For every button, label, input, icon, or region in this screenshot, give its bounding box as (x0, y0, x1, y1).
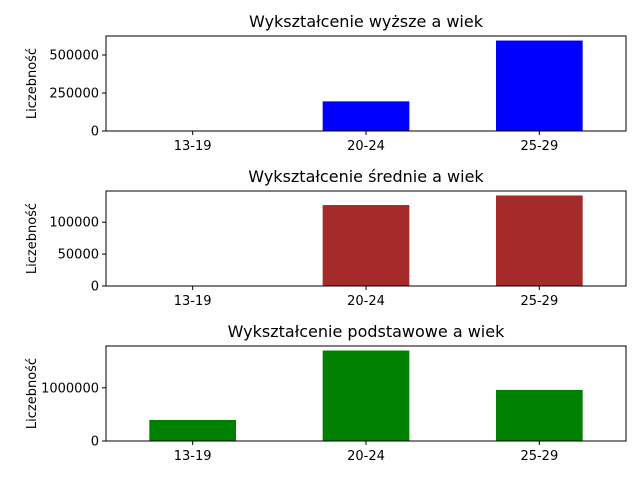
y-axis-label: Liczebność (25, 48, 40, 119)
x-tick-label: 13-19 (174, 449, 212, 464)
bar-20-24 (322, 205, 410, 286)
chart-title: Wykształcenie wyższe a wiek (249, 12, 484, 31)
y-tick-label: 0 (91, 280, 99, 295)
x-tick-label: 13-19 (174, 139, 212, 154)
subplot-3: Wykształcenie podstawowe a wiek Liczebnoś… (25, 322, 627, 464)
x-tick-label: 25-29 (520, 294, 558, 309)
x-tick-label: 20-24 (347, 449, 385, 464)
y-tick-label: 250000 (49, 87, 99, 102)
chart-title: Wykształcenie podstawowe a wiek (228, 322, 505, 341)
subplot-1: Wykształcenie wyższe a wiek Liczebność 0 25… (25, 12, 627, 154)
x-tick-label: 20-24 (347, 139, 385, 154)
bar-20-24 (322, 101, 410, 131)
y-tick-label: 500000 (49, 49, 99, 64)
bar-25-29 (496, 195, 583, 286)
x-tick-label: 25-29 (520, 139, 558, 154)
x-tick-label: 20-24 (347, 294, 385, 309)
y-tick-label: 50000 (58, 248, 99, 263)
y-axis-label: Liczebność (25, 203, 40, 274)
x-tick-label: 13-19 (174, 294, 212, 309)
subplot-2: Wykształcenie średnie a wiek Liczebność 0 5… (25, 167, 627, 309)
chart-title: Wykształcenie średnie a wiek (248, 167, 484, 186)
bar-25-29 (496, 389, 583, 441)
y-tick-label: 1000000 (41, 381, 99, 396)
y-tick-label: 0 (91, 435, 99, 450)
y-tick-label: 100000 (49, 216, 99, 231)
y-tick-label: 0 (91, 125, 99, 140)
bar-20-24 (322, 350, 410, 441)
bar-13-19 (149, 419, 236, 441)
y-axis-label: Liczebność (25, 358, 40, 429)
x-tick-label: 25-29 (520, 449, 558, 464)
bar-25-29 (496, 40, 583, 132)
